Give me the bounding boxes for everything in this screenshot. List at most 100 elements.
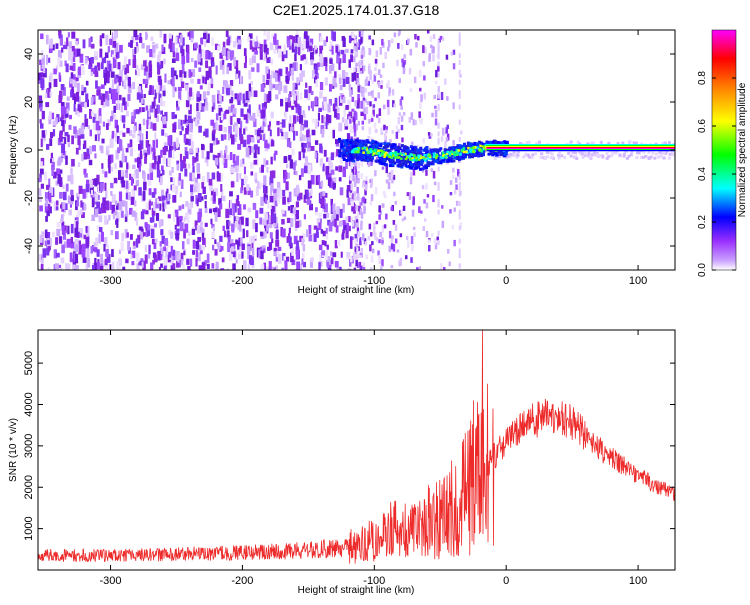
heat-cell [119,44,123,53]
heat-cell [303,194,307,199]
heat-cell [190,196,194,202]
heat-cell [205,60,209,69]
heat-cell [427,239,431,244]
heat-cell [196,102,199,112]
heat-cell [94,178,98,187]
heat-cell [98,93,102,100]
heat-cell [392,100,395,108]
heat-cell [96,262,100,270]
heat-cell [290,36,294,46]
heat-cell [90,96,94,106]
heat-cell [249,236,252,244]
heat-cell [357,61,361,65]
heat-cell [432,34,436,39]
heat-cell [223,126,228,133]
heat-cell [61,106,65,115]
heat-cell [120,103,124,113]
heat-cell [294,46,298,54]
signal-cell [392,143,396,147]
signal-cell [436,151,440,155]
heat-cell [339,268,342,270]
heat-cell [173,213,176,222]
heat-cell [91,111,95,117]
heat-cell [288,206,291,211]
heat-cell [302,38,306,49]
heat-cell [155,213,160,221]
heat-cell [670,150,674,154]
heat-cell [156,198,159,204]
heat-cell [138,187,142,196]
heat-cell [145,105,149,111]
heat-cell [38,95,43,101]
heat-cell [253,144,258,150]
heat-cell [111,204,115,214]
heat-cell [58,236,63,244]
heat-cell [181,81,185,88]
heat-cell [373,74,377,82]
heat-cell [210,218,213,225]
heat-cell [350,201,354,207]
heat-cell [428,135,431,139]
heat-cell [113,59,117,69]
heat-cell [347,197,352,206]
heat-cell [204,40,207,47]
heat-cell [195,257,198,267]
signal-cell [416,160,420,164]
heat-cell [295,252,300,260]
heat-cell [165,191,168,198]
heat-cell [440,263,443,270]
heat-cell [70,174,74,185]
heat-cell [137,162,140,168]
heat-cell [81,212,85,218]
heat-cell [370,194,374,201]
heat-cell [79,233,83,238]
heat-cell [235,216,240,221]
heat-cell [206,33,210,43]
heat-cell [63,191,67,201]
heat-cell [195,147,198,153]
heat-cell [627,154,631,158]
heat-cell [226,219,230,230]
heat-cell [319,91,323,99]
heat-cell [163,266,167,270]
signal-cell [341,146,345,150]
heat-cell [400,124,404,131]
heat-cell [350,54,353,63]
heat-cell [250,81,253,85]
heat-cell [204,76,207,85]
heat-cell [380,265,383,270]
heat-cell [67,263,71,270]
heat-cell [255,223,258,233]
heat-cell [44,240,48,246]
signal-cell [455,156,459,160]
heat-cell [616,142,620,145]
heat-cell [277,75,281,82]
heat-cell [325,227,328,234]
heat-cell [379,232,382,238]
heat-cell [304,89,308,98]
snr-background [38,330,675,570]
heat-cell [322,204,326,209]
heat-cell [141,43,145,49]
signal-cell [355,139,359,143]
heat-cell [179,70,183,78]
heat-cell [159,203,162,211]
heat-cell [378,205,381,213]
heat-cell [354,100,357,107]
heat-cell [260,84,265,92]
heat-cell [245,217,249,227]
signal-cell [462,150,466,154]
heat-cell [59,90,63,100]
heat-cell [309,203,313,211]
signal-cell [435,160,439,164]
heat-cell [355,243,359,248]
heat-cell [406,192,410,197]
heat-cell [232,263,236,270]
heat-cell [46,34,49,45]
heat-cell [57,174,62,184]
heat-cell [131,210,136,217]
heat-cell [77,111,81,118]
heat-cell [149,217,154,223]
signal-cell [409,162,413,166]
heat-cell [261,109,265,119]
